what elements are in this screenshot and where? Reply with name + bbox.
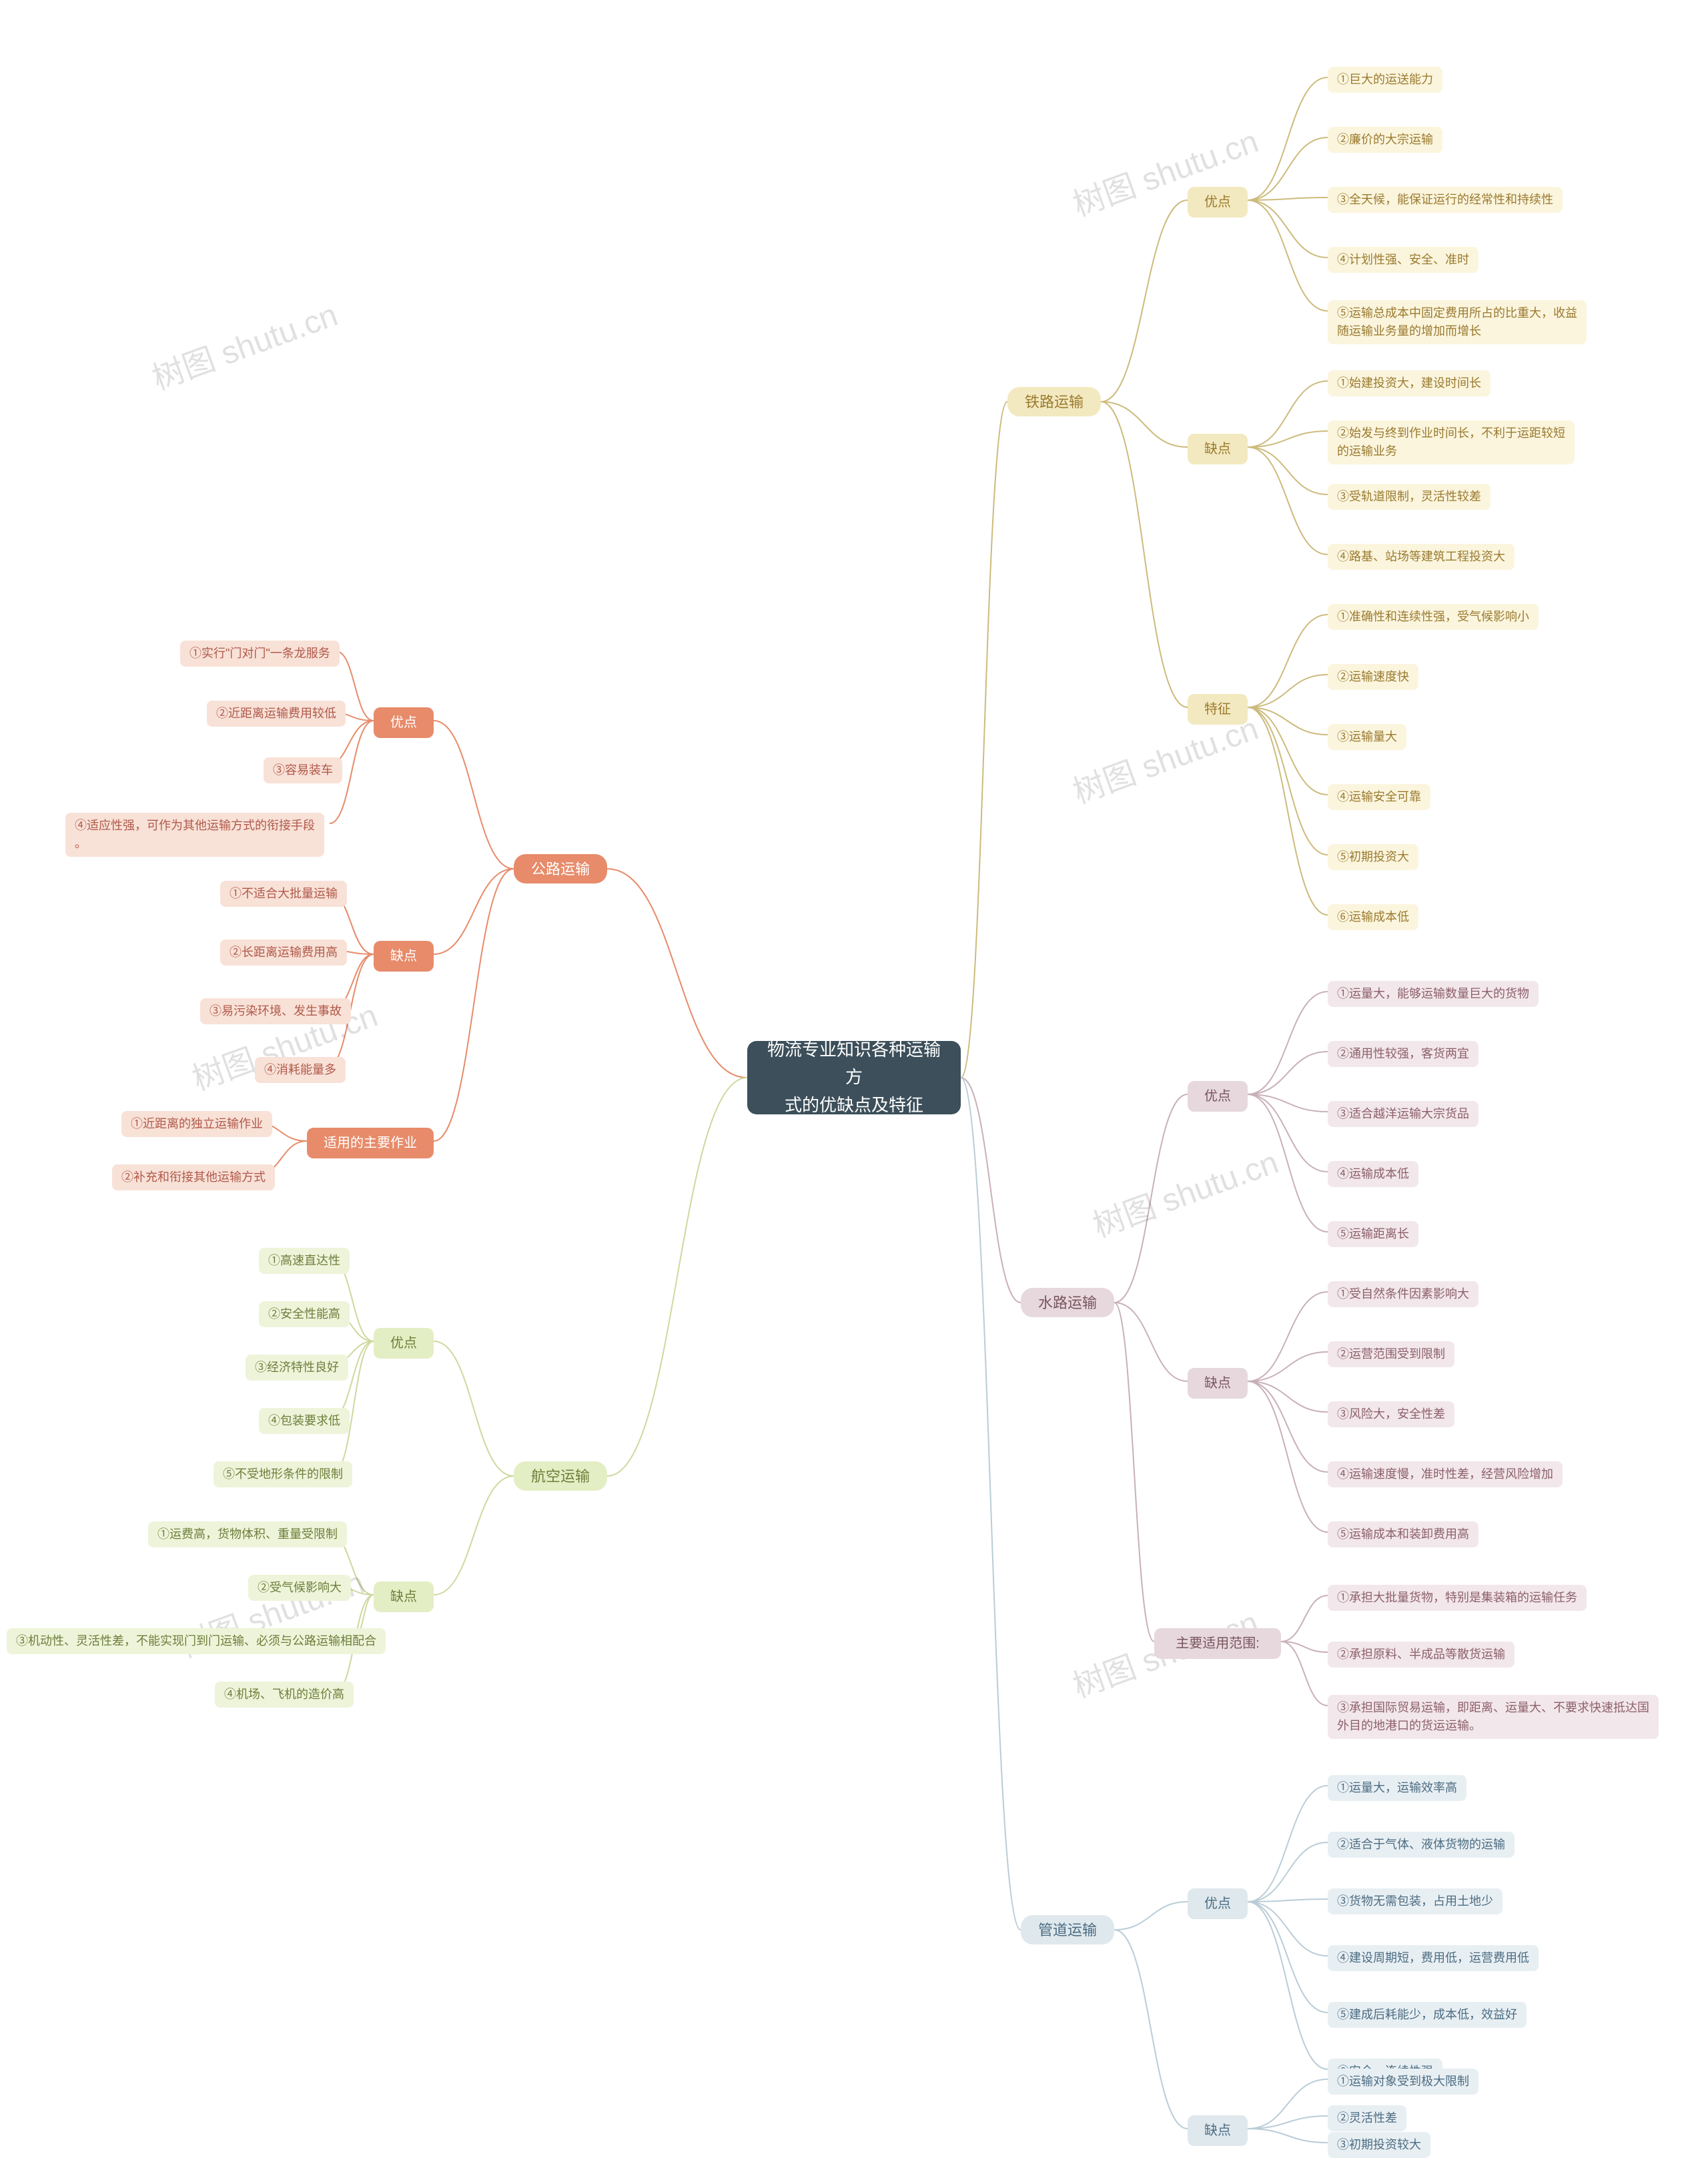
group-railway[interactable]: 缺点 [1188, 434, 1248, 464]
leaf-pipeline: ①运量大，运输效率高 [1328, 1775, 1466, 1801]
leaf-water: ②承担原料、半成品等散货运输 [1328, 1642, 1515, 1668]
leaf-pipeline: ④建设周期短，费用低，运营费用低 [1328, 1945, 1539, 1971]
leaf-railway: ③全天候，能保证运行的经常性和持续性 [1328, 187, 1563, 213]
leaf-railway: ①巨大的运送能力 [1328, 67, 1442, 93]
leaf-air: ④包装要求低 [259, 1408, 350, 1434]
leaf-railway: ③运输量大 [1328, 724, 1406, 750]
leaf-road: ②补充和衔接其他运输方式 [112, 1164, 275, 1190]
leaf-railway: ⑤初期投资大 [1328, 844, 1418, 870]
leaf-water: ③承担国际贸易运输，即距离、运量大、不要求快速抵达国 外目的地港口的货运运输。 [1328, 1695, 1659, 1739]
leaf-water: ①受自然条件因素影响大 [1328, 1281, 1478, 1307]
group-road[interactable]: 适用的主要作业 [307, 1128, 434, 1158]
group-air[interactable]: 缺点 [374, 1581, 434, 1612]
leaf-air: ②安全性能高 [259, 1301, 350, 1327]
leaf-road: ②近距离运输费用较低 [207, 701, 346, 727]
leaf-air: ④机场、飞机的造价高 [215, 1682, 354, 1708]
leaf-air: ⑤不受地形条件的限制 [214, 1461, 352, 1487]
leaf-air: ③经济特性良好 [246, 1355, 348, 1381]
leaf-road: ③易污染环境、发生事故 [200, 998, 351, 1024]
leaf-railway: ①准确性和连续性强，受气候影响小 [1328, 604, 1539, 630]
leaf-water: ⑤运输距离长 [1328, 1221, 1418, 1247]
leaf-water: ④运输成本低 [1328, 1161, 1418, 1187]
leaf-pipeline: ①运输对象受到极大限制 [1328, 2069, 1478, 2095]
leaf-pipeline: ②适合于气体、液体货物的运输 [1328, 1832, 1515, 1858]
group-pipeline[interactable]: 缺点 [1188, 2115, 1248, 2146]
leaf-water: ⑤运输成本和装卸费用高 [1328, 1521, 1478, 1547]
leaf-road: ①近距离的独立运输作业 [121, 1111, 272, 1137]
group-water[interactable]: 缺点 [1188, 1368, 1248, 1399]
branch-air[interactable]: 航空运输 [514, 1461, 607, 1491]
leaf-road: ①实行"门对门"一条龙服务 [180, 641, 340, 667]
leaf-railway: ②始发与终到作业时间长，不利于运距较短 的运输业务 [1328, 420, 1575, 464]
leaf-road: ④消耗能量多 [255, 1057, 346, 1083]
watermark: 树图 shutu.cn [145, 288, 343, 398]
leaf-railway: ④运输安全可靠 [1328, 784, 1430, 810]
leaf-railway: ④计划性强、安全、准时 [1328, 247, 1478, 273]
leaf-water: ②运营范围受到限制 [1328, 1341, 1454, 1367]
center-topic[interactable]: 物流专业知识各种运输方式的优缺点及特征 [747, 1041, 961, 1114]
leaf-air: ①运费高，货物体积、重量受限制 [148, 1521, 347, 1547]
leaf-road: ③容易装车 [264, 757, 342, 783]
branch-railway[interactable]: 铁路运输 [1007, 387, 1101, 416]
leaf-air: ②受气候影响大 [248, 1575, 351, 1601]
leaf-air: ③机动性、灵活性差，不能实现门到门运输、必须与公路运输相配合 [7, 1628, 386, 1654]
group-railway[interactable]: 特征 [1188, 694, 1248, 725]
leaf-water: ①承担大批量货物，特别是集装箱的运输任务 [1328, 1585, 1587, 1611]
leaf-water: ②通用性较强，客货两宜 [1328, 1041, 1478, 1067]
leaf-pipeline: ②灵活性差 [1328, 2105, 1406, 2131]
branch-road[interactable]: 公路运输 [514, 854, 607, 883]
leaf-water: ③风险大，安全性差 [1328, 1401, 1454, 1427]
group-railway[interactable]: 优点 [1188, 187, 1248, 218]
branch-water[interactable]: 水路运输 [1021, 1288, 1114, 1317]
leaf-pipeline: ③货物无需包装，占用土地少 [1328, 1888, 1503, 1914]
group-water[interactable]: 优点 [1188, 1081, 1248, 1112]
leaf-water: ③适合越洋运输大宗货品 [1328, 1101, 1478, 1127]
leaf-railway: ②廉价的大宗运输 [1328, 127, 1442, 153]
group-pipeline[interactable]: 优点 [1188, 1888, 1248, 1919]
leaf-railway: ③受轨道限制，灵活性较差 [1328, 484, 1490, 510]
leaf-air: ①高速直达性 [259, 1248, 350, 1274]
leaf-road: ②长距离运输费用高 [220, 940, 347, 966]
leaf-road: ④适应性强，可作为其他运输方式的衔接手段 。 [65, 813, 324, 857]
leaf-railway: ①始建投资大，建设时间长 [1328, 370, 1490, 396]
group-road[interactable]: 缺点 [374, 941, 434, 972]
leaf-railway: ⑥运输成本低 [1328, 904, 1418, 930]
group-road[interactable]: 优点 [374, 707, 434, 738]
group-air[interactable]: 优点 [374, 1328, 434, 1359]
leaf-railway: ④路基、站场等建筑工程投资大 [1328, 544, 1515, 570]
leaf-railway: ②运输速度快 [1328, 664, 1418, 690]
leaf-pipeline: ⑤建成后耗能少，成本低，效益好 [1328, 2002, 1527, 2028]
leaf-pipeline: ③初期投资较大 [1328, 2132, 1430, 2158]
watermark: 树图 shutu.cn [1086, 1136, 1284, 1246]
leaf-water: ④运输速度慢，准时性差，经营风险增加 [1328, 1461, 1563, 1487]
group-water[interactable]: 主要适用范围: [1154, 1628, 1281, 1659]
branch-pipeline[interactable]: 管道运输 [1021, 1915, 1114, 1944]
leaf-railway: ⑤运输总成本中固定费用所占的比重大，收益 随运输业务量的增加而增长 [1328, 300, 1587, 344]
leaf-water: ①运量大，能够运输数量巨大的货物 [1328, 981, 1539, 1007]
leaf-road: ①不适合大批量运输 [220, 881, 347, 907]
